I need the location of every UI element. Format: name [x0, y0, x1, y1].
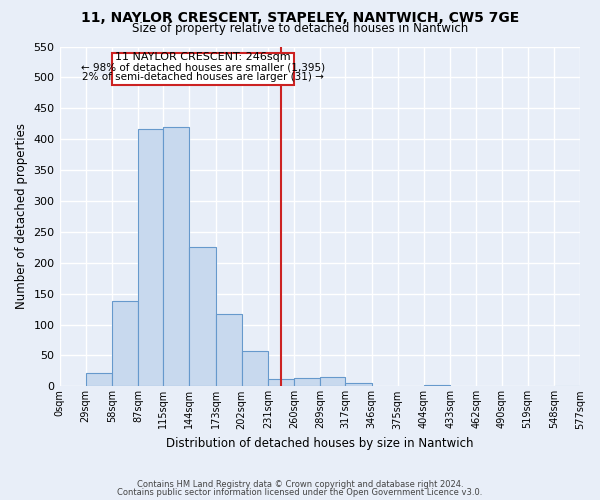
Bar: [242, 351, 268, 386]
Bar: [163, 127, 190, 386]
Bar: [112, 301, 138, 386]
Bar: [346, 382, 371, 386]
Bar: [215, 314, 242, 386]
Text: 11, NAYLOR CRESCENT, STAPELEY, NANTWICH, CW5 7GE: 11, NAYLOR CRESCENT, STAPELEY, NANTWICH,…: [81, 11, 519, 25]
Text: Size of property relative to detached houses in Nantwich: Size of property relative to detached ho…: [132, 22, 468, 35]
Bar: [294, 378, 320, 386]
Bar: [190, 246, 215, 386]
X-axis label: Distribution of detached houses by size in Nantwich: Distribution of detached houses by size …: [166, 437, 473, 450]
Text: Contains HM Land Registry data © Crown copyright and database right 2024.: Contains HM Land Registry data © Crown c…: [137, 480, 463, 489]
Bar: [320, 377, 346, 386]
Bar: [86, 373, 112, 386]
Text: ← 98% of detached houses are smaller (1,395): ← 98% of detached houses are smaller (1,…: [81, 62, 325, 72]
Bar: [138, 128, 163, 386]
Bar: [268, 379, 294, 386]
Text: Contains public sector information licensed under the Open Government Licence v3: Contains public sector information licen…: [118, 488, 482, 497]
Text: 2% of semi-detached houses are larger (31) →: 2% of semi-detached houses are larger (3…: [82, 72, 324, 83]
Text: 11 NAYLOR CRESCENT: 246sqm: 11 NAYLOR CRESCENT: 246sqm: [115, 52, 291, 62]
Bar: [112, 52, 294, 85]
Bar: [424, 384, 450, 386]
Y-axis label: Number of detached properties: Number of detached properties: [15, 124, 28, 310]
